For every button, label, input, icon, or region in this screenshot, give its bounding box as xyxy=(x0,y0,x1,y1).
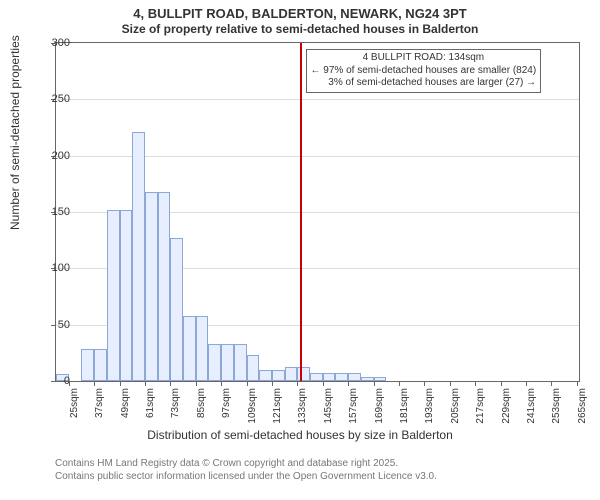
y-axis-label: Number of semi-detached properties xyxy=(8,35,22,230)
annotation-line1: 4 BULLPIT ROAD: 134sqm xyxy=(311,52,537,65)
histogram-bar xyxy=(361,377,374,382)
x-tick-label: 109sqm xyxy=(247,388,258,428)
annotation-box: 4 BULLPIT ROAD: 134sqm← 97% of semi-deta… xyxy=(306,49,542,93)
x-tick-mark xyxy=(501,381,502,386)
histogram-bar xyxy=(81,349,94,381)
x-tick-mark xyxy=(297,381,298,386)
x-tick-mark xyxy=(450,381,451,386)
histogram-bar xyxy=(285,367,298,381)
x-tick-mark xyxy=(577,381,578,386)
histogram-bar xyxy=(259,370,272,381)
y-tick-label: 100 xyxy=(40,262,70,274)
histogram-bar xyxy=(335,373,348,381)
grid-line-h xyxy=(56,99,579,100)
histogram-bar xyxy=(208,344,221,381)
y-tick-label: 0 xyxy=(40,375,70,387)
x-tick-label: 157sqm xyxy=(348,388,359,428)
x-tick-label: 25sqm xyxy=(69,388,80,428)
x-tick-label: 253sqm xyxy=(551,388,562,428)
histogram-bar xyxy=(120,210,133,381)
x-tick-mark xyxy=(399,381,400,386)
histogram-bar xyxy=(94,349,107,381)
chart-title-line2: Size of property relative to semi-detach… xyxy=(0,22,600,36)
x-tick-mark xyxy=(120,381,121,386)
x-tick-label: 217sqm xyxy=(475,388,486,428)
histogram-bar xyxy=(247,355,260,381)
y-tick-label: 50 xyxy=(40,319,70,331)
x-tick-mark xyxy=(247,381,248,386)
x-tick-mark xyxy=(348,381,349,386)
x-tick-label: 265sqm xyxy=(577,388,588,428)
x-tick-mark xyxy=(221,381,222,386)
histogram-bar xyxy=(234,344,247,381)
x-tick-mark xyxy=(94,381,95,386)
histogram-bar xyxy=(221,344,234,381)
histogram-bar xyxy=(310,373,323,381)
x-tick-label: 49sqm xyxy=(120,388,131,428)
histogram-bar xyxy=(196,316,209,381)
x-tick-label: 73sqm xyxy=(170,388,181,428)
x-tick-label: 145sqm xyxy=(323,388,334,428)
plot-area: 4 BULLPIT ROAD: 134sqm← 97% of semi-deta… xyxy=(55,42,580,382)
x-tick-label: 229sqm xyxy=(501,388,512,428)
x-tick-label: 85sqm xyxy=(196,388,207,428)
histogram-bar xyxy=(374,377,387,382)
reference-line xyxy=(300,43,302,381)
histogram-bar xyxy=(107,210,120,381)
x-tick-label: 97sqm xyxy=(221,388,232,428)
chart-container: 4, BULLPIT ROAD, BALDERTON, NEWARK, NG24… xyxy=(0,0,600,500)
x-tick-label: 61sqm xyxy=(145,388,156,428)
x-tick-label: 133sqm xyxy=(297,388,308,428)
histogram-bar xyxy=(132,132,145,381)
x-tick-label: 193sqm xyxy=(424,388,435,428)
x-tick-label: 205sqm xyxy=(450,388,461,428)
x-tick-label: 37sqm xyxy=(94,388,105,428)
histogram-bar xyxy=(170,238,183,381)
x-tick-mark xyxy=(374,381,375,386)
histogram-bar xyxy=(272,370,285,381)
annotation-line3: 3% of semi-detached houses are larger (2… xyxy=(311,77,537,90)
y-tick-label: 300 xyxy=(40,37,70,49)
x-tick-mark xyxy=(526,381,527,386)
x-tick-mark xyxy=(196,381,197,386)
histogram-bar xyxy=(183,316,196,381)
footer-line2: Contains public sector information licen… xyxy=(55,471,437,482)
x-tick-mark xyxy=(424,381,425,386)
x-axis-title: Distribution of semi-detached houses by … xyxy=(0,428,600,442)
y-tick-label: 250 xyxy=(40,93,70,105)
footer-line1: Contains HM Land Registry data © Crown c… xyxy=(55,458,398,469)
annotation-line2: ← 97% of semi-detached houses are smalle… xyxy=(311,65,537,78)
x-tick-label: 181sqm xyxy=(399,388,410,428)
y-tick-label: 150 xyxy=(40,206,70,218)
histogram-bar xyxy=(158,192,171,381)
x-tick-label: 241sqm xyxy=(526,388,537,428)
histogram-bar xyxy=(323,373,336,381)
x-tick-label: 121sqm xyxy=(272,388,283,428)
x-tick-mark xyxy=(551,381,552,386)
histogram-bar xyxy=(145,192,158,381)
chart-title-line1: 4, BULLPIT ROAD, BALDERTON, NEWARK, NG24… xyxy=(0,6,600,21)
x-tick-mark xyxy=(170,381,171,386)
x-tick-mark xyxy=(475,381,476,386)
x-tick-mark xyxy=(272,381,273,386)
x-tick-mark xyxy=(323,381,324,386)
x-tick-mark xyxy=(69,381,70,386)
x-tick-label: 169sqm xyxy=(374,388,385,428)
y-tick-label: 200 xyxy=(40,150,70,162)
x-tick-mark xyxy=(145,381,146,386)
histogram-bar xyxy=(348,373,361,381)
